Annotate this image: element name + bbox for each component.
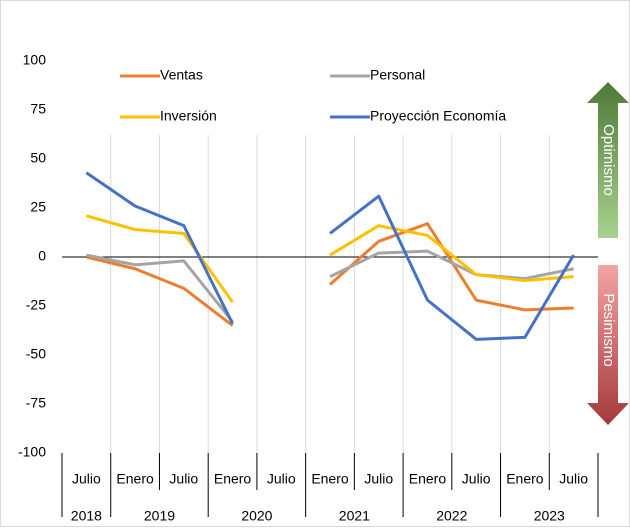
group-label: 2018 [71, 508, 102, 524]
y-tick-label: 100 [23, 52, 47, 68]
series-line [85, 214, 574, 303]
x-tick-label: Julio [267, 471, 296, 487]
x-tick-label: Enero [214, 471, 252, 487]
x-tick-label: Julio [559, 471, 588, 487]
lines [85, 171, 575, 341]
x-tick-label: Julio [169, 471, 198, 487]
group-label: 2022 [436, 508, 467, 524]
y-tick-label: -75 [26, 395, 46, 411]
x-tick-label: Enero [311, 471, 349, 487]
series-line [85, 171, 575, 341]
y-tick-label: 50 [30, 150, 46, 166]
arrow-up [587, 82, 629, 238]
y-tick-label: 25 [30, 199, 46, 215]
series-line [86, 249, 574, 323]
group-label: 2020 [241, 508, 272, 524]
y-tick-label: -25 [26, 297, 46, 313]
legend-label: Inversión [160, 108, 217, 124]
y-tick-label: 0 [38, 248, 46, 264]
x-tick-label: Enero [409, 471, 447, 487]
legend: Ventas Personal Inversión Proyección Econom… [100, 60, 580, 135]
x-tick-label: Enero [506, 471, 544, 487]
legend-label: Proyección Economía [370, 108, 506, 124]
x-tick-label: Julio [462, 471, 491, 487]
x-tick-label: Julio [364, 471, 393, 487]
legend-label: Personal [370, 67, 425, 83]
group-label: 2023 [534, 508, 565, 524]
arrow-down [587, 265, 629, 425]
x-tick-label: Enero [116, 471, 154, 487]
group-label: 2019 [144, 508, 175, 524]
x-tick-label: Julio [72, 471, 101, 487]
y-tick-label: -50 [26, 346, 46, 362]
legend-label: Ventas [160, 67, 203, 83]
annotation: Pesimismo [600, 293, 617, 366]
group-label: 2021 [339, 508, 370, 524]
legend-bg [100, 60, 580, 135]
annotation: Optimismo [600, 124, 617, 196]
y-tick-label: -100 [18, 444, 46, 460]
y-tick-label: 75 [30, 101, 46, 117]
